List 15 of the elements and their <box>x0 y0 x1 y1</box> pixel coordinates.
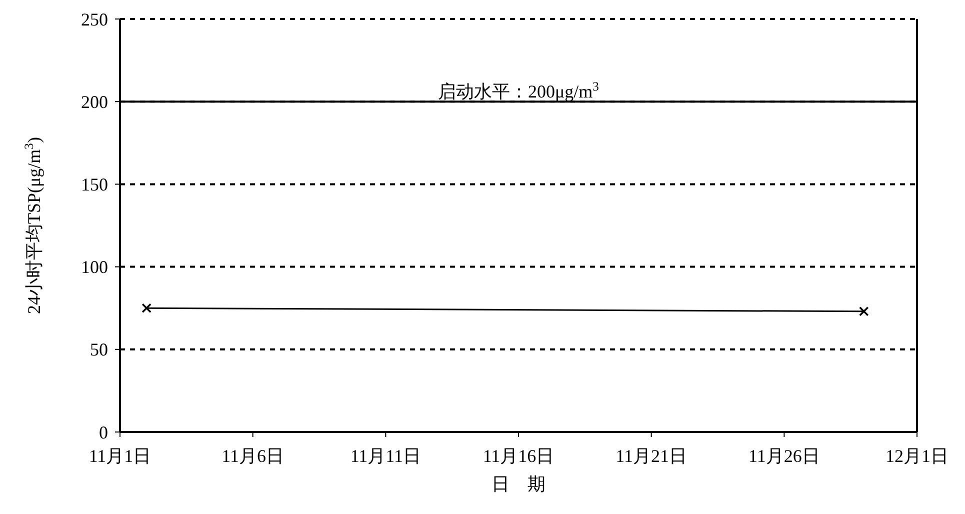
x-tick-label: 11月1日 <box>88 446 152 466</box>
x-axis-title: 日 期 <box>492 474 546 494</box>
y-tick-label: 250 <box>81 9 108 30</box>
y-tick-label: 50 <box>90 340 108 360</box>
x-tick-label: 11月26日 <box>748 446 820 466</box>
x-tick-label: 11月16日 <box>482 446 554 466</box>
y-tick-label: 150 <box>81 174 108 194</box>
x-tick-label: 12月1日 <box>886 446 948 466</box>
y-tick-label: 200 <box>81 92 108 112</box>
x-tick-label: 11月6日 <box>222 446 284 466</box>
ref-line-label: 启动水平：200μg/m$^{3}$ <box>438 80 599 102</box>
y-tick-label: 100 <box>81 257 108 278</box>
x-tick-label: 11月11日 <box>350 446 422 466</box>
y-tick-label: 0 <box>99 422 108 442</box>
x-tick-label: 11月21日 <box>616 446 688 466</box>
